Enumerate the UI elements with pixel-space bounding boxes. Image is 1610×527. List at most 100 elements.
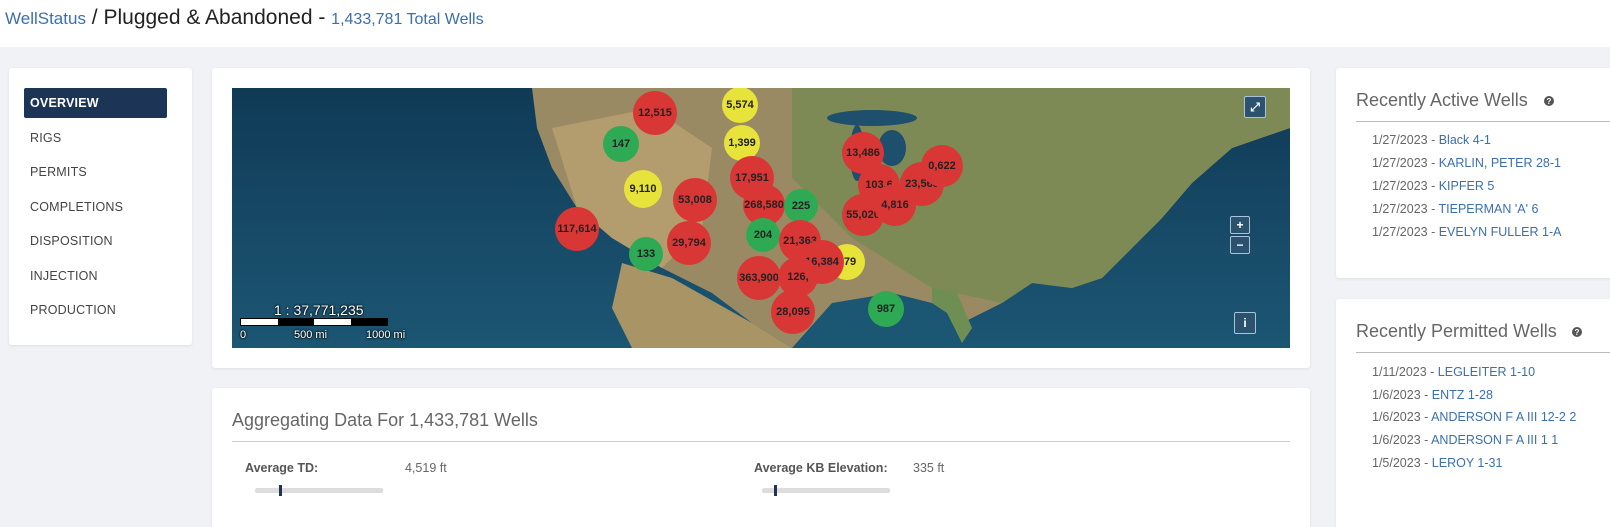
well-name-link[interactable]: KIPFER 5 (1438, 179, 1495, 193)
section-nav: OVERVIEW RIGS PERMITS COMPLETIONS DISPOS… (9, 68, 192, 345)
top-bar: WellStatus / Plugged & Abandoned - 1,433… (0, 0, 1610, 47)
well-date: 1/27/2023 (1372, 133, 1428, 147)
total-wells-count: 1,433,781 Total Wells (331, 11, 484, 28)
map-cluster-marker[interactable]: 29,794 (667, 221, 711, 265)
map-cluster-marker[interactable]: 987 (868, 291, 904, 327)
map-cluster-marker[interactable]: 363,900 (737, 256, 781, 300)
well-name-link[interactable]: LEROY 1-31 (1431, 455, 1503, 470)
scale-label: 0 (240, 329, 247, 341)
well-map[interactable]: 12,515 5,574 147 1,399 9,110 53,008 17,951 268,… (232, 88, 1290, 348)
map-cluster-marker[interactable]: 133 (629, 237, 663, 271)
well-date: 1/27/2023 (1372, 156, 1428, 170)
map-cluster-marker[interactable]: 147 (603, 126, 639, 162)
average-td-slider-knob[interactable] (278, 485, 282, 496)
well-date: 1/27/2023 (1372, 225, 1428, 239)
row-separator: - (1420, 387, 1432, 402)
well-name-link[interactable]: ANDERSON F A III 12-2 2 (1431, 410, 1577, 425)
well-list-item: 1/27/2023 - TIEPERMAN 'A' 6 (1372, 202, 1538, 216)
average-kb-elevation-slider-knob[interactable] (774, 485, 777, 496)
well-list-item: 1/6/2023 - ANDERSON F A III 1 1 (1372, 433, 1558, 447)
map-basemap (532, 88, 1290, 348)
well-date: 1/27/2023 (1372, 179, 1428, 193)
average-kb-elevation-value: 335 ft (913, 461, 945, 475)
average-kb-elevation-label: Average KB Elevation: (754, 461, 888, 475)
nav-item-production[interactable]: PRODUCTION (30, 303, 117, 317)
expand-map-button[interactable]: ⤢ (1244, 96, 1266, 118)
nav-item-completions[interactable]: COMPLETIONS (30, 199, 124, 214)
well-date: 1/11/2023 (1372, 365, 1427, 379)
recently-permitted-wells-title: Recently Permitted Wells (1356, 321, 1557, 341)
land-east (792, 88, 1290, 303)
scale-label: 500 mi (294, 329, 328, 341)
title-dash: - (312, 6, 332, 29)
scale-labels: 0 500 mi 1000 mi (240, 329, 430, 343)
nav-item-disposition[interactable]: DISPOSITION (30, 234, 113, 248)
breadcrumb-wellstatus-link[interactable]: WellStatus (5, 9, 86, 28)
well-name-link[interactable]: ANDERSON F A III 1 1 (1431, 433, 1559, 448)
zoom-out-button[interactable]: − (1230, 236, 1250, 254)
well-list-item: 1/11/2023 - LEGLEITER 1-10 (1372, 365, 1535, 379)
map-card: 12,515 5,574 147 1,399 9,110 53,008 17,951 268,… (212, 68, 1310, 368)
nav-item-overview[interactable]: OVERVIEW (24, 88, 167, 118)
nav-item-rigs[interactable]: RIGS (30, 130, 62, 145)
map-cluster-marker[interactable]: 225 (784, 189, 818, 223)
map-cluster-marker[interactable]: 53,008 (673, 178, 717, 222)
scale-label: 1000 mi (366, 329, 406, 341)
map-cluster-marker[interactable]: 13,486 (842, 132, 884, 174)
florida (932, 288, 972, 343)
map-cluster-marker[interactable]: 5,574 (722, 88, 758, 123)
map-cluster-marker[interactable]: 117,614 (555, 207, 599, 251)
well-list-item: 1/6/2023 - ENTZ 1-28 (1372, 388, 1493, 402)
recently-active-wells-title: Recently Active Wells (1356, 90, 1528, 110)
row-separator: - (1420, 455, 1432, 470)
nav-item-permits[interactable]: PERMITS (30, 165, 87, 179)
row-separator: - (1420, 410, 1432, 425)
help-icon[interactable]: ? (1572, 327, 1582, 337)
well-name-link[interactable]: TIEPERMAN 'A' 6 (1438, 202, 1539, 216)
well-name-link[interactable]: LEGLEITER 1-10 (1437, 365, 1536, 379)
aggregate-card: Aggregating Data For 1,433,781 Wells Ave… (212, 388, 1310, 527)
map-cluster-marker[interactable]: 0,622 (921, 145, 963, 187)
well-date: 1/6/2023 (1372, 387, 1421, 402)
well-name-link[interactable]: KARLIN, PETER 28-1 (1438, 156, 1561, 170)
well-list-item: 1/27/2023 - Black 4-1 (1372, 133, 1491, 147)
row-separator: - (1427, 202, 1439, 216)
help-icon[interactable]: ? (1544, 96, 1554, 106)
map-cluster-marker[interactable]: 1,399 (724, 125, 760, 161)
recently-permitted-wells-card: Recently Permitted Wells ? 1/11/2023 - L… (1336, 299, 1610, 527)
row-separator: - (1426, 365, 1438, 379)
recently-active-divider (1356, 121, 1610, 122)
well-list-item: 1/27/2023 - KARLIN, PETER 28-1 (1372, 156, 1561, 170)
row-separator: - (1427, 225, 1439, 239)
map-cluster-marker[interactable]: 268,580 (743, 184, 785, 226)
well-date: 1/6/2023 (1372, 433, 1421, 448)
row-separator: - (1427, 156, 1439, 170)
average-td-value: 4,519 ft (405, 461, 447, 475)
info-button[interactable]: i (1234, 312, 1256, 334)
scale-ratio: 1 : 37,771,235 (274, 302, 364, 318)
breadcrumb-separator: / (85, 6, 104, 29)
map-cluster-marker[interactable]: 12,515 (633, 91, 677, 135)
row-separator: - (1427, 179, 1439, 193)
average-td-label: Average TD: (245, 461, 319, 475)
lake-superior (827, 110, 917, 126)
well-list-item: 1/5/2023 - LEROY 1-31 (1372, 456, 1502, 470)
row-separator: - (1427, 133, 1439, 147)
map-cluster-marker[interactable]: 28,095 (771, 290, 815, 334)
map-cluster-marker[interactable]: 9,110 (624, 170, 662, 208)
well-list-item: 1/27/2023 - KIPFER 5 (1372, 179, 1494, 193)
well-name-link[interactable]: Black 4-1 (1438, 133, 1491, 147)
aggregate-divider (232, 441, 1290, 442)
zoom-in-button[interactable]: + (1230, 216, 1250, 234)
recently-permitted-divider (1356, 352, 1610, 353)
average-kb-elevation-slider[interactable] (762, 485, 890, 496)
well-name-link[interactable]: ENTZ 1-28 (1431, 387, 1493, 402)
well-list-item: 1/6/2023 - ANDERSON F A III 12-2 2 (1372, 410, 1576, 424)
map-cluster-marker[interactable]: 204 (746, 218, 780, 252)
lake-huron (878, 130, 906, 166)
aggregate-title: Aggregating Data For 1,433,781 Wells (232, 410, 538, 430)
nav-item-injection[interactable]: INJECTION (30, 268, 98, 283)
breadcrumb: WellStatus / Plugged & Abandoned - 1,433… (5, 6, 484, 30)
well-name-link[interactable]: EVELYN FULLER 1-A (1438, 225, 1562, 239)
average-td-slider[interactable] (255, 485, 383, 496)
